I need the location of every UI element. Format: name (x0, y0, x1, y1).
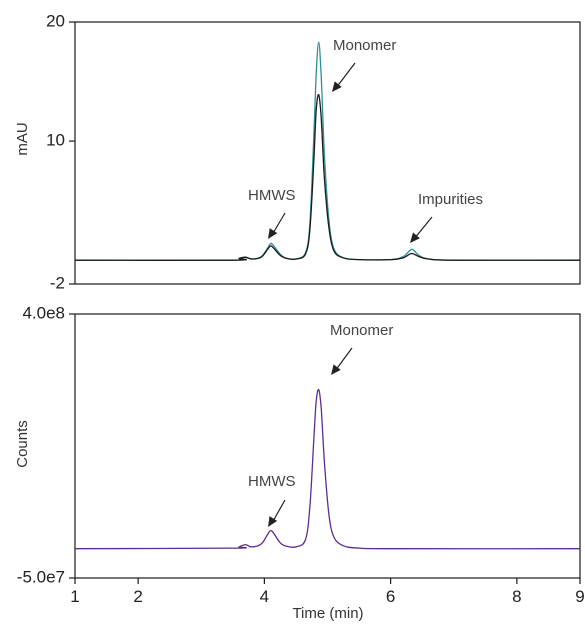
top-annotation-hmws: HMWS (248, 187, 296, 204)
top-annotation-arrowhead (332, 81, 342, 92)
bottom-y-tick-label: -5.0e7 (17, 567, 65, 586)
top-annotation-arrow (413, 216, 433, 240)
bottom-x-tick-label: 4 (260, 587, 269, 606)
top-series-line-0 (74, 41, 581, 261)
bottom-chart-marks: 4.0e8 -5.0e7 1 2 4 6 8 9 Monomer HMWS (17, 303, 585, 606)
bottom-series-line-0 (74, 388, 581, 550)
bottom-chart-panel: 4.0e8 -5.0e7 1 2 4 6 8 9 Monomer HMWS Counts Time… (14, 303, 585, 622)
x-axis-title: Time (min) (292, 605, 363, 622)
top-plot-frame (74, 21, 581, 285)
bottom-x-tick-label: 1 (70, 587, 79, 606)
top-annotation-monomer: Monomer (333, 37, 396, 54)
bottom-plot-frame (74, 313, 581, 579)
bottom-y-axis-title: Counts (14, 420, 31, 468)
bottom-x-tick-label: 2 (133, 587, 142, 606)
top-series-line-1 (74, 93, 581, 261)
bottom-x-tick-label: 8 (512, 587, 521, 606)
bottom-x-tick-label: 9 (575, 587, 584, 606)
bottom-annotation-monomer: Monomer (330, 322, 393, 339)
top-chart-marks: 20 10 -2 Monomer HMWS Impurities (46, 11, 581, 292)
top-chart-panel: 20 10 -2 Monomer HMWS Impurities mAU (14, 11, 581, 292)
bottom-annotation-arrowhead (331, 364, 341, 375)
bottom-annotation-arrow (334, 347, 353, 372)
top-y-axis-title: mAU (14, 122, 31, 155)
top-y-tick-label: 20 (46, 11, 65, 30)
top-annotation-arrowhead (268, 228, 278, 239)
bottom-annotation-hmws: HMWS (248, 473, 296, 490)
top-annotation-arrowhead (410, 232, 420, 243)
top-y-tick-label: 10 (46, 131, 65, 150)
top-y-tick-label: -2 (50, 273, 65, 292)
bottom-annotation-arrowhead (268, 516, 278, 527)
bottom-x-tick-label: 6 (386, 587, 395, 606)
bottom-y-tick-label: 4.0e8 (22, 303, 65, 322)
top-annotation-arrow (335, 62, 356, 89)
top-annotation-impurities: Impurities (418, 191, 483, 208)
